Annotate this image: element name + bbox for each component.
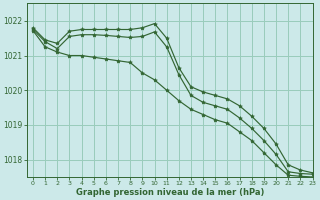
X-axis label: Graphe pression niveau de la mer (hPa): Graphe pression niveau de la mer (hPa) — [76, 188, 264, 197]
